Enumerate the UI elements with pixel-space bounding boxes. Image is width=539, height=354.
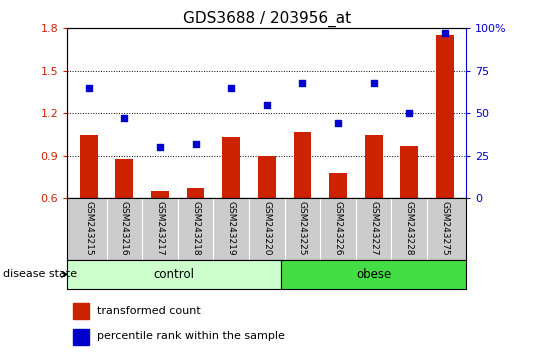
- Text: percentile rank within the sample: percentile rank within the sample: [98, 331, 285, 341]
- Point: [298, 80, 307, 86]
- Title: GDS3688 / 203956_at: GDS3688 / 203956_at: [183, 11, 351, 27]
- Text: transformed count: transformed count: [98, 306, 201, 316]
- Bar: [186, 188, 204, 198]
- Text: GSM243227: GSM243227: [369, 201, 378, 256]
- Text: GSM243228: GSM243228: [405, 201, 414, 256]
- Text: GSM243226: GSM243226: [334, 201, 342, 256]
- Point: [334, 121, 342, 126]
- Text: disease state: disease state: [3, 269, 77, 279]
- Point: [405, 110, 413, 116]
- Point: [440, 30, 449, 36]
- Bar: [222, 137, 240, 198]
- Bar: [67, 260, 281, 289]
- Text: GSM243215: GSM243215: [84, 201, 93, 256]
- Bar: [80, 135, 98, 198]
- Bar: [365, 135, 383, 198]
- Text: GSM243216: GSM243216: [120, 201, 129, 256]
- Point: [369, 80, 378, 86]
- Text: GSM243220: GSM243220: [262, 201, 271, 256]
- Text: GSM243225: GSM243225: [298, 201, 307, 256]
- Text: control: control: [154, 268, 195, 281]
- Text: GSM243218: GSM243218: [191, 201, 200, 256]
- Point: [120, 115, 129, 121]
- Bar: [73, 303, 89, 319]
- Bar: [436, 35, 454, 198]
- Point: [227, 85, 236, 91]
- Bar: [400, 146, 418, 198]
- Bar: [115, 159, 133, 198]
- Bar: [151, 191, 169, 198]
- Point: [191, 141, 200, 147]
- Text: obese: obese: [356, 268, 391, 281]
- Point: [156, 144, 164, 150]
- Text: GSM243217: GSM243217: [155, 201, 164, 256]
- Bar: [294, 132, 312, 198]
- Bar: [329, 173, 347, 198]
- Point: [262, 102, 271, 108]
- Bar: [73, 329, 89, 345]
- Bar: [281, 260, 466, 289]
- Text: GSM243219: GSM243219: [227, 201, 236, 256]
- Text: GSM243275: GSM243275: [440, 201, 450, 256]
- Point: [85, 85, 93, 91]
- Bar: [258, 156, 276, 198]
